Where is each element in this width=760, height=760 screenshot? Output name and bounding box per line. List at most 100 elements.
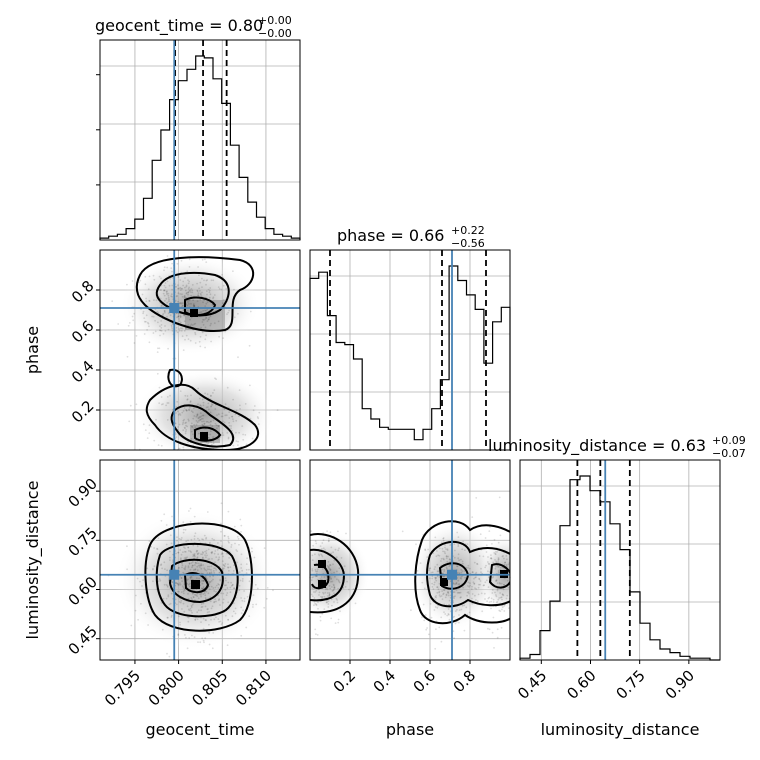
scatter-point — [227, 553, 230, 555]
scatter-point — [204, 619, 207, 621]
scatter-point — [483, 592, 486, 595]
scatter-point — [321, 596, 323, 599]
scatter-point — [497, 598, 500, 601]
scatter-point — [249, 578, 252, 580]
title-geocent-time-plus: +0.00 — [258, 14, 292, 27]
scatter-point — [425, 628, 428, 631]
scatter-point — [168, 603, 171, 606]
yticklabel-phase-2: 0.6 — [68, 317, 98, 347]
scatter-point — [179, 597, 182, 600]
scatter-point — [224, 444, 227, 447]
scatter-point — [447, 613, 450, 616]
scatter-point — [196, 552, 199, 555]
scatter-point — [322, 592, 325, 595]
scatter-point — [163, 284, 166, 287]
scatter-point — [189, 576, 192, 579]
scatter-point — [187, 279, 189, 281]
scatter-point — [218, 288, 221, 290]
scatter-point — [208, 630, 211, 632]
scatter-point — [198, 419, 200, 422]
scatter-point — [202, 318, 204, 321]
scatter-point — [208, 572, 211, 575]
scatter-point — [230, 544, 233, 546]
scatter-point — [183, 407, 186, 409]
scatter-point — [180, 537, 183, 539]
scatter-point — [499, 566, 502, 569]
scatter-point — [505, 565, 508, 568]
scatter-point — [449, 558, 451, 561]
scatter-point — [177, 426, 179, 428]
scatter-point — [431, 550, 433, 552]
scatter-point — [221, 552, 224, 555]
scatter-point — [227, 311, 230, 314]
scatter-point — [186, 304, 189, 307]
scatter-point — [156, 310, 159, 313]
scatter-point — [442, 521, 444, 524]
scatter-point — [178, 320, 181, 323]
scatter-point — [218, 588, 221, 591]
scatter-point — [184, 289, 187, 292]
scatter-point — [159, 579, 162, 582]
scatter-point — [163, 310, 166, 313]
scatter-point — [192, 582, 194, 585]
scatter-point — [141, 585, 143, 587]
scatter-point — [207, 397, 210, 400]
scatter-point — [181, 566, 183, 569]
scatter-point — [144, 429, 147, 431]
scatter-point — [227, 566, 230, 568]
scatter-point — [205, 536, 208, 539]
scatter-point — [226, 432, 229, 434]
scatter-point — [196, 414, 199, 417]
scatter-point — [219, 571, 222, 574]
scatter-point — [436, 570, 439, 573]
scatter-point — [219, 567, 221, 569]
scatter-point — [206, 293, 208, 296]
scatter-point — [501, 566, 504, 569]
scatter-point — [171, 515, 173, 518]
scatter-point — [206, 608, 209, 611]
scatter-point — [503, 585, 506, 588]
scatter-point — [346, 580, 348, 583]
scatter-point — [257, 423, 260, 425]
scatter-point — [335, 558, 338, 561]
scatter-point — [207, 581, 210, 584]
scatter-point — [193, 429, 196, 432]
scatter-point — [226, 300, 228, 302]
scatter-point — [195, 390, 198, 393]
scatter-point — [196, 559, 199, 562]
xticklabel-luminosity_distance-1: 0.60 — [563, 666, 599, 702]
scatter-point — [194, 599, 196, 602]
scatter-point — [224, 535, 226, 537]
scatter-point — [311, 559, 314, 561]
scatter-point — [456, 565, 459, 568]
scatter-point — [128, 420, 131, 423]
scatter-point — [448, 618, 451, 621]
scatter-point — [476, 563, 479, 565]
scatter-point — [457, 579, 460, 582]
scatter-point — [503, 605, 505, 607]
scatter-point — [180, 576, 183, 579]
scatter-point — [235, 596, 237, 599]
scatter-point — [205, 578, 208, 580]
scatter-point — [458, 583, 461, 585]
scatter-point — [199, 335, 202, 338]
scatter-point — [214, 586, 217, 589]
scatter-point — [163, 289, 166, 291]
scatter-point — [206, 308, 209, 311]
scatter-point — [467, 591, 470, 593]
scatter-point — [179, 289, 182, 291]
scatter-point — [204, 577, 206, 579]
scatter-point — [199, 281, 202, 284]
scatter-point — [445, 566, 448, 569]
scatter-point — [458, 559, 460, 562]
scatter-point — [336, 578, 338, 581]
scatter-point — [221, 567, 224, 570]
scatter-point — [444, 552, 446, 555]
scatter-point — [186, 598, 189, 601]
scatter-point — [175, 285, 178, 288]
scatter-point — [240, 553, 243, 556]
scatter-point — [193, 616, 196, 618]
scatter-point — [440, 616, 443, 619]
scatter-point — [169, 602, 172, 605]
scatter-point — [321, 596, 324, 598]
